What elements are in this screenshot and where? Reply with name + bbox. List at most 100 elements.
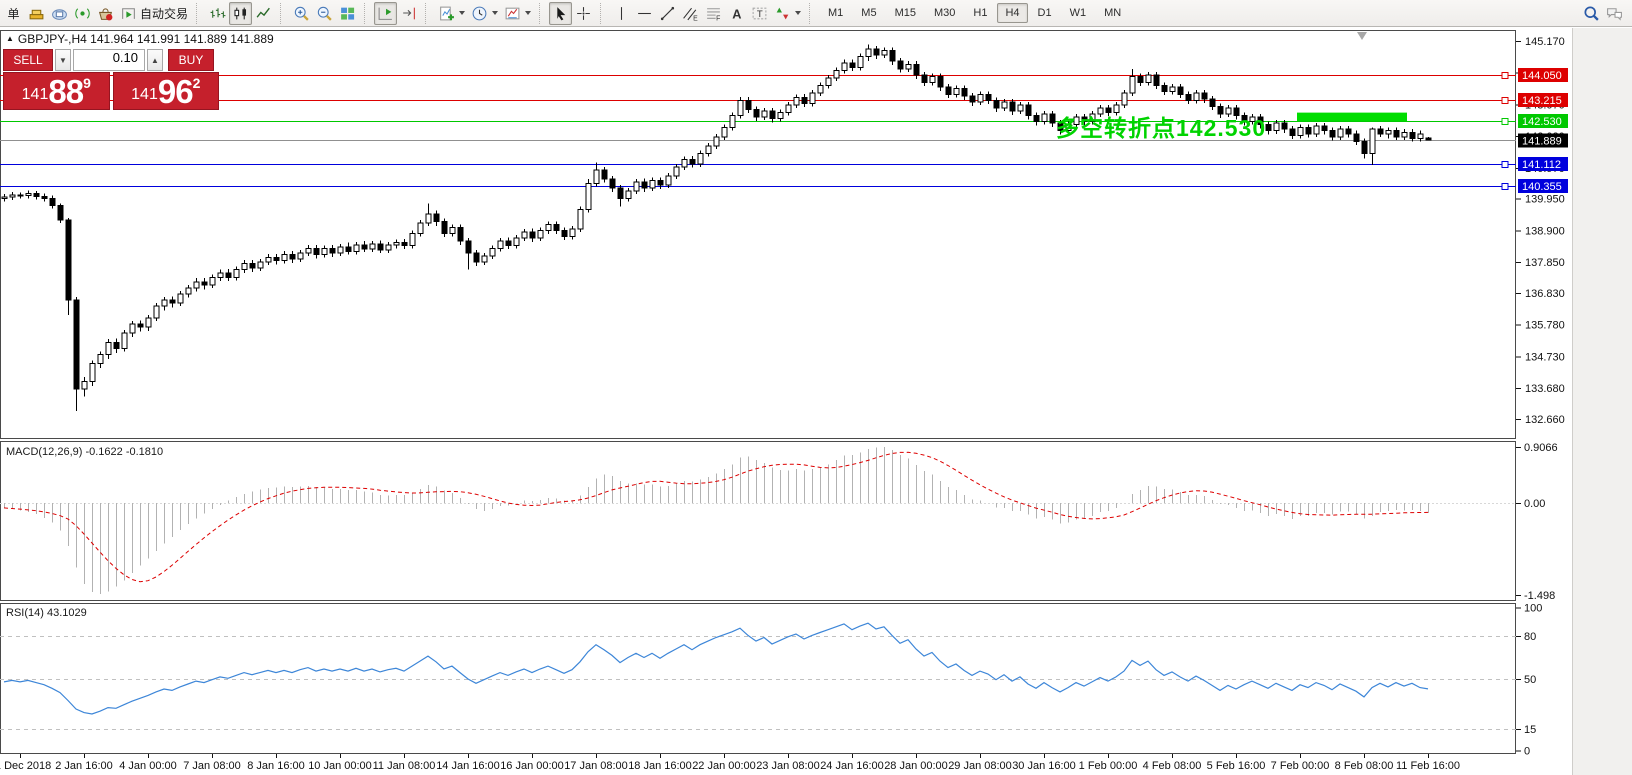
dropdown-arrow-icon[interactable]: [525, 11, 532, 15]
timeframe-button-h4[interactable]: H4: [997, 3, 1028, 23]
sell-button[interactable]: SELL: [3, 49, 53, 71]
price-level-badge: [1518, 68, 1568, 82]
toolbar-button-autotrading[interactable]: 自动交易: [117, 2, 191, 25]
candle-body: [793, 97, 800, 106]
toolbar-button-vertical-line[interactable]: [610, 2, 633, 25]
toolbar-button-cursor[interactable]: [549, 1, 573, 25]
buy-button[interactable]: BUY: [168, 49, 214, 71]
toolbar-button-search[interactable]: [1580, 2, 1603, 25]
candle-body: [897, 60, 904, 70]
level-lines-layer: [0, 72, 1516, 190]
toolbar-button-trendline[interactable]: [656, 2, 679, 25]
candle-body: [681, 158, 688, 168]
candle-body: [473, 252, 480, 263]
toolbar-button-bar-chart[interactable]: [206, 2, 229, 25]
toolbar-button-horizontal-line[interactable]: [633, 2, 656, 25]
rsi-indicator-label: RSI(14) 43.1029: [6, 607, 87, 619]
green-zone-bar[interactable]: [1297, 112, 1407, 122]
toolbar-button-market[interactable]: [94, 2, 117, 25]
axis-tick-label: 15: [1524, 724, 1536, 736]
candle-body: [593, 169, 600, 185]
toolbar-button-history-center[interactable]: [25, 2, 48, 25]
toolbar-button-auto-scroll[interactable]: [374, 1, 398, 25]
toolbar-button-periods[interactable]: [468, 2, 501, 25]
price-chart-svg[interactable]: 145.170144.120143.070142.020140.970139.9…: [0, 28, 1632, 775]
timeframe-button-d1[interactable]: D1: [1037, 7, 1052, 19]
candle-body: [1289, 128, 1296, 136]
toolbar-button-cloud-sync[interactable]: [48, 2, 71, 25]
rsi-pane[interactable]: [0, 603, 1516, 754]
toolbar-button-text[interactable]: A: [725, 2, 748, 25]
candle-body: [665, 175, 672, 186]
level-line-handle[interactable]: [1501, 118, 1509, 125]
collapse-panel-icon[interactable]: ▲: [6, 34, 14, 43]
price-level-badge-label: 141.889: [1522, 136, 1562, 148]
toolbar-button-indicators[interactable]: [435, 2, 468, 25]
toolbar-button-chart-shift[interactable]: [397, 2, 420, 25]
candle-body: [657, 180, 664, 186]
sell-price-button[interactable]: 141 88 9: [3, 72, 110, 110]
svg-text:T: T: [757, 9, 763, 20]
timeframe-button-mn[interactable]: MN: [1104, 7, 1122, 19]
candle-body: [1105, 107, 1112, 114]
time-axis-area[interactable]: [0, 754, 1516, 775]
dropdown-arrow-icon[interactable]: [795, 11, 802, 15]
volume-input[interactable]: 0.10: [73, 49, 145, 71]
toolbar-button-candlestick-chart[interactable]: [229, 1, 253, 25]
top-toolbar: 单 自动交易 E F A T M1 M5 M15 M30 H1 H4 D1 W1 MN: [0, 0, 1632, 27]
level-line-handle[interactable]: [1501, 97, 1509, 104]
macd-signal-line: [3, 451, 1429, 583]
main-pane[interactable]: [0, 30, 1516, 439]
timeframe-button-m30[interactable]: M30: [933, 7, 956, 19]
toolbar-button-signals[interactable]: [71, 2, 94, 25]
toolbar-button-equidistant-channel[interactable]: E: [679, 2, 702, 25]
axis-tick-label: 134.730: [1525, 351, 1565, 363]
candle-body: [489, 248, 496, 257]
timeframe-button-m1[interactable]: M1: [828, 7, 844, 19]
chart-annotation-text[interactable]: 多空转折点142.530: [1056, 115, 1267, 141]
chart-shift-marker-icon[interactable]: [1357, 32, 1367, 40]
right-margin-panel: [1572, 28, 1632, 775]
timeframe-button-w1[interactable]: W1: [1069, 7, 1087, 19]
candle-body: [1265, 124, 1272, 132]
toolbar-button-crosshair[interactable]: [572, 2, 595, 25]
volume-decrease-button[interactable]: ▼: [55, 49, 71, 71]
candle-body: [977, 93, 984, 103]
dropdown-arrow-icon[interactable]: [459, 11, 466, 15]
toolbar-button-arrows[interactable]: [771, 2, 804, 25]
toolbar-button-line-chart[interactable]: [252, 2, 275, 25]
toolbar-button-fibonacci-retracement[interactable]: F: [702, 2, 725, 25]
level-line-handle[interactable]: [1501, 161, 1509, 168]
candle-body: [713, 136, 720, 147]
toolbar-separator: [280, 2, 286, 24]
buy-price-button[interactable]: 141 96 2: [112, 72, 219, 110]
cursor-icon: [557, 6, 566, 20]
timeframe-button-m15[interactable]: M15: [894, 7, 916, 19]
toolbar-button-templates[interactable]: [501, 2, 534, 25]
timeframe-button-m5[interactable]: M5: [861, 7, 877, 19]
level-line-handle[interactable]: [1501, 183, 1509, 190]
volume-increase-button[interactable]: ▲: [147, 49, 163, 71]
price-axis-area[interactable]: [1516, 28, 1572, 775]
candle-body: [209, 276, 216, 286]
fibo-icon: F: [707, 7, 720, 22]
toolbar-button-chat[interactable]: [1603, 2, 1626, 25]
dropdown-arrow-icon[interactable]: [492, 11, 499, 15]
candle-body: [521, 231, 528, 239]
one-click-trading-panel: SELL ▼ 0.10 ▲ BUY 141 88 9 141 96 2: [3, 49, 219, 110]
toolbar-separator: [425, 2, 431, 24]
candle-body: [1337, 128, 1344, 138]
toolbar-button-zoom-out[interactable]: [313, 2, 336, 25]
toolbar-button-tile-windows[interactable]: [336, 2, 359, 25]
candle-body: [969, 95, 976, 103]
macd-pane[interactable]: [0, 441, 1516, 601]
level-line-handle[interactable]: [1501, 72, 1509, 79]
candle-body: [177, 293, 184, 304]
toolbar-button-zoom-in[interactable]: [290, 2, 313, 25]
toolbar-button-new-order[interactable]: 单: [2, 2, 25, 25]
buy-price-handle: 141: [131, 86, 158, 103]
timeframe-button-h1[interactable]: H1: [973, 7, 988, 19]
toolbar-button-text-label[interactable]: T: [748, 2, 771, 25]
candle-body: [857, 56, 864, 68]
candle-body: [281, 254, 288, 262]
